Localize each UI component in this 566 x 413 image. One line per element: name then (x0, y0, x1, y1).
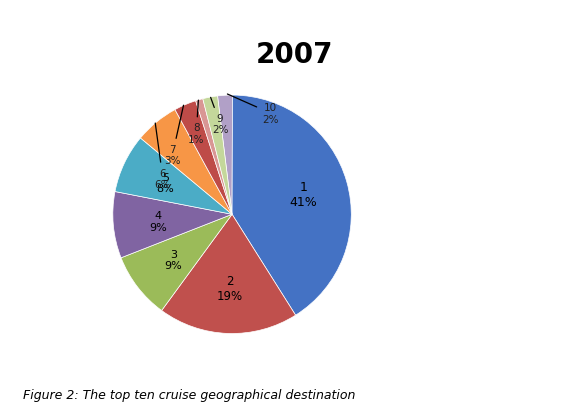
Text: 10
2%: 10 2% (228, 95, 278, 124)
Wedge shape (113, 192, 232, 258)
Wedge shape (232, 96, 351, 316)
Wedge shape (115, 139, 232, 215)
Wedge shape (203, 97, 232, 215)
Text: 1
41%: 1 41% (289, 180, 317, 209)
Text: 6
6%: 6 6% (155, 124, 171, 190)
Text: 2007: 2007 (256, 41, 333, 69)
Wedge shape (162, 215, 295, 334)
Text: 9
2%: 9 2% (211, 98, 229, 135)
Text: 7
3%: 7 3% (164, 106, 183, 166)
Text: Figure 2: The top ten cruise geographical destination: Figure 2: The top ten cruise geographica… (23, 388, 355, 401)
Text: 3
9%: 3 9% (165, 249, 182, 271)
Text: 5
8%: 5 8% (156, 172, 174, 194)
Wedge shape (196, 100, 232, 215)
Text: 4
9%: 4 9% (149, 211, 168, 232)
Text: 8
1%: 8 1% (188, 101, 204, 145)
Wedge shape (121, 215, 232, 311)
Wedge shape (175, 102, 232, 215)
Text: 2
19%: 2 19% (216, 275, 243, 302)
Wedge shape (140, 110, 232, 215)
Wedge shape (217, 96, 233, 215)
